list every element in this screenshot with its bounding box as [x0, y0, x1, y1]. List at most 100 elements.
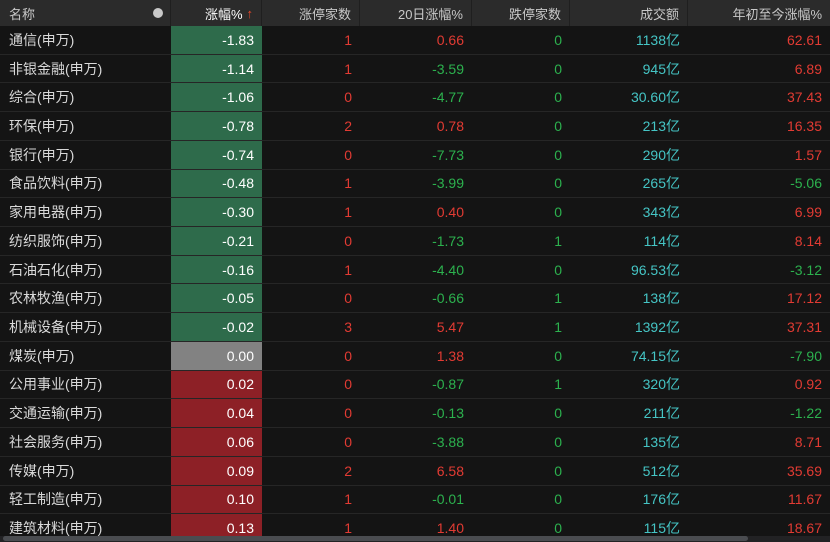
column-header-limit-down-count[interactable]: 跌停家数 — [472, 0, 570, 26]
column-header-name[interactable]: 名称 — [0, 0, 171, 26]
table-row[interactable]: 综合(申万) -1.06 0 -4.77 0 30.60亿 37.43 — [0, 83, 830, 113]
cell-limit-up-count: 0 — [344, 347, 352, 364]
cell-limit-down-count: 0 — [554, 347, 562, 364]
cell-turnover: 135亿 — [642, 433, 680, 450]
column-header-limit-up-count[interactable]: 涨停家数 — [262, 0, 360, 26]
cell-change-pct: 0.00 — [171, 341, 262, 370]
horizontal-scrollbar[interactable] — [0, 536, 830, 542]
cell-limit-down-count: 0 — [554, 118, 562, 135]
cell-limit-down-count: 0 — [554, 146, 562, 163]
table-row[interactable]: 农林牧渔(申万) -0.05 0 -0.66 1 138亿 17.12 — [0, 284, 830, 314]
cell-limit-up-count: 1 — [344, 520, 352, 537]
table-row[interactable]: 家用电器(申万) -0.30 1 0.40 0 343亿 6.99 — [0, 198, 830, 228]
table-row[interactable]: 银行(申万) -0.74 0 -7.73 0 290亿 1.57 — [0, 140, 830, 170]
cell-ytd-change: 17.12 — [786, 290, 822, 307]
cell-limit-up-count: 2 — [344, 118, 352, 135]
sort-ascending-icon: ↑ — [246, 5, 254, 21]
cell-20day-change: -4.40 — [432, 261, 464, 278]
cell-20day-change: -4.77 — [432, 89, 464, 106]
cell-ytd-change: 0.92 — [794, 376, 822, 393]
cell-limit-up-count: 1 — [344, 60, 352, 77]
cell-20day-change: -1.73 — [432, 232, 464, 249]
cell-change-pct: -0.74 — [171, 140, 262, 169]
cell-change-pct: 0.02 — [171, 370, 262, 399]
cell-ytd-change: -7.90 — [790, 347, 822, 364]
cell-limit-up-count: 0 — [344, 146, 352, 163]
cell-limit-up-count: 0 — [344, 290, 352, 307]
cell-ytd-change: 16.35 — [786, 118, 822, 135]
cell-turnover: 290亿 — [642, 146, 680, 163]
cell-change-pct: -1.83 — [171, 26, 262, 54]
cell-ytd-change: 62.61 — [786, 31, 822, 48]
cell-sector-name: 公用事业(申万) — [9, 376, 103, 393]
cell-20day-change: 0.66 — [436, 31, 464, 48]
cell-turnover: 265亿 — [642, 175, 680, 192]
cell-limit-up-count: 1 — [344, 261, 352, 278]
cell-20day-change: 0.40 — [436, 204, 464, 221]
table-row[interactable]: 社会服务(申万) 0.06 0 -3.88 0 135亿 8.71 — [0, 428, 830, 457]
table-row[interactable]: 非银金融(申万) -1.14 1 -3.59 0 945亿 6.89 — [0, 54, 830, 84]
column-header-name-label: 名称 — [9, 6, 36, 22]
cell-limit-down-count: 0 — [554, 491, 562, 508]
cell-change-pct: -1.14 — [171, 54, 262, 83]
cell-change-pct: -0.02 — [171, 313, 262, 341]
table-row[interactable]: 通信(申万) -1.83 1 0.66 0 1138亿 62.61 — [0, 26, 830, 55]
cell-limit-up-count: 0 — [344, 405, 352, 422]
cell-limit-down-count: 0 — [554, 520, 562, 537]
column-header-change-pct[interactable]: 涨幅% ↑ — [171, 0, 262, 26]
table-row[interactable]: 煤炭(申万) 0.00 0 1.38 0 74.15亿 -7.90 — [0, 341, 830, 371]
cell-20day-change: -3.88 — [432, 433, 464, 450]
cell-ytd-change: 18.67 — [786, 520, 822, 537]
cell-limit-up-count: 1 — [344, 204, 352, 221]
cell-ytd-change: 35.69 — [786, 462, 822, 479]
table-row[interactable]: 食品饮料(申万) -0.48 1 -3.99 0 265亿 -5.06 — [0, 169, 830, 199]
cell-turnover: 74.15亿 — [630, 347, 680, 364]
cell-change-pct: -0.30 — [171, 198, 262, 227]
cell-limit-up-count: 0 — [344, 232, 352, 249]
table-row[interactable]: 交通运输(申万) 0.04 0 -0.13 0 211亿 -1.22 — [0, 399, 830, 429]
table-row[interactable]: 石油石化(申万) -0.16 1 -4.40 0 96.53亿 -3.12 — [0, 255, 830, 285]
cell-turnover: 211亿 — [643, 405, 680, 422]
cell-change-pct: -0.48 — [171, 169, 262, 198]
cell-limit-up-count: 0 — [344, 376, 352, 393]
cell-limit-down-count: 0 — [554, 60, 562, 77]
horizontal-scrollbar-thumb[interactable] — [3, 536, 748, 541]
table-row[interactable]: 纺织服饰(申万) -0.21 0 -1.73 1 114亿 8.14 — [0, 227, 830, 256]
cell-turnover: 213亿 — [642, 118, 680, 135]
cell-limit-up-count: 0 — [344, 433, 352, 450]
cell-turnover: 176亿 — [642, 491, 680, 508]
cell-ytd-change: 37.43 — [786, 89, 822, 106]
cell-turnover: 945亿 — [642, 60, 680, 77]
cell-sector-name: 石油石化(申万) — [9, 261, 103, 278]
table-row[interactable]: 环保(申万) -0.78 2 0.78 0 213亿 16.35 — [0, 112, 830, 141]
column-header-turnover[interactable]: 成交额 — [570, 0, 688, 26]
cell-20day-change: -0.87 — [432, 376, 464, 393]
cell-ytd-change: 11.67 — [788, 491, 822, 508]
cell-sector-name: 农林牧渔(申万) — [9, 290, 103, 307]
cell-turnover: 114亿 — [643, 232, 680, 249]
cell-sector-name: 食品饮料(申万) — [9, 175, 103, 192]
cell-20day-change: -3.59 — [432, 60, 464, 77]
table-row[interactable]: 传媒(申万) 0.09 2 6.58 0 512亿 35.69 — [0, 456, 830, 486]
table-row[interactable]: 机械设备(申万) -0.02 3 5.47 1 1392亿 37.31 — [0, 313, 830, 342]
table-row[interactable]: 轻工制造(申万) 0.10 1 -0.01 0 176亿 11.67 — [0, 485, 830, 515]
cell-sector-name: 传媒(申万) — [9, 462, 75, 479]
cell-limit-down-count: 1 — [554, 290, 562, 307]
cell-20day-change: -7.73 — [432, 146, 464, 163]
cell-sector-name: 机械设备(申万) — [9, 319, 103, 336]
cell-sector-name: 综合(申万) — [9, 89, 75, 106]
cell-20day-change: 6.58 — [436, 462, 464, 479]
cell-limit-up-count: 1 — [344, 31, 352, 48]
indicator-dot-icon[interactable] — [153, 8, 163, 18]
table-row[interactable]: 公用事业(申万) 0.02 0 -0.87 1 320亿 0.92 — [0, 370, 830, 400]
cell-turnover: 1392亿 — [634, 319, 680, 336]
cell-limit-down-count: 0 — [554, 89, 562, 106]
cell-ytd-change: 37.31 — [786, 319, 822, 336]
cell-turnover: 320亿 — [642, 376, 680, 393]
cell-limit-down-count: 0 — [554, 261, 562, 278]
column-header-ytd-change[interactable]: 年初至今涨幅% — [732, 6, 822, 22]
cell-sector-name: 纺织服饰(申万) — [9, 232, 103, 249]
cell-change-pct: 0.10 — [171, 485, 262, 514]
cell-change-pct: -1.06 — [171, 83, 262, 112]
column-header-20day-change[interactable]: 20日涨幅% — [360, 0, 472, 26]
